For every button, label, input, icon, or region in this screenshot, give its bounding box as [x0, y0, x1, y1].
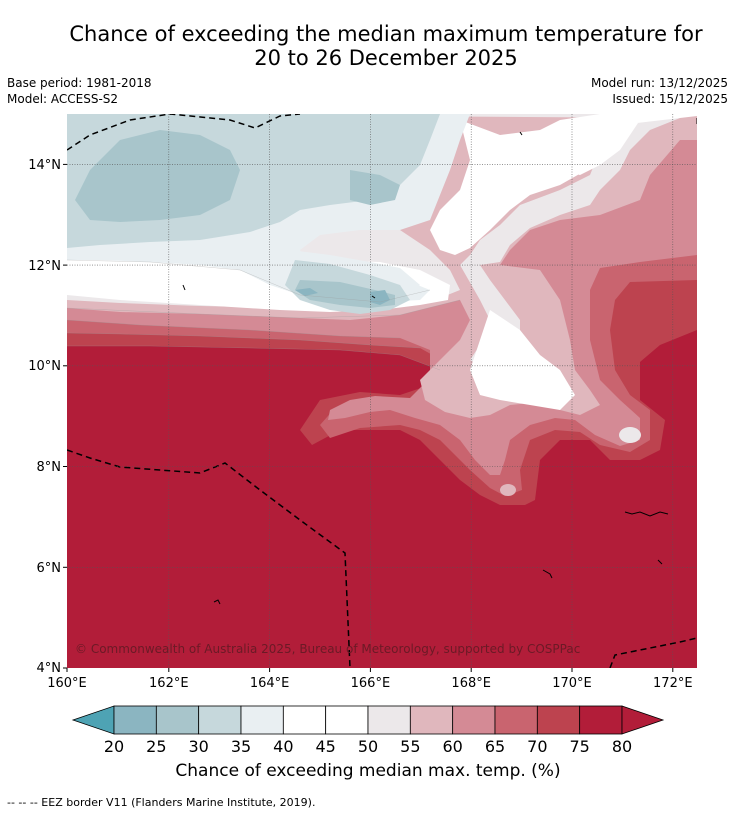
region-35: [75, 130, 400, 308]
colorbar-tick-label: 35: [231, 737, 251, 756]
lat-label: 8°N: [37, 460, 62, 475]
lon-label: 166°E: [351, 676, 391, 691]
colorbar-tick-label: 55: [400, 737, 420, 756]
eez-border: [67, 114, 697, 668]
lat-labels: 14°N 12°N 10°N 8°N 6°N 4°N: [28, 158, 61, 676]
lat-label: 10°N: [28, 359, 61, 374]
footer-note: -- -- -- EEZ border V11 (Flanders Marine…: [7, 796, 316, 809]
model-run: Model run: 13/12/2025: [590, 76, 728, 90]
colorbar-left-arrow: [71, 705, 115, 735]
colorbar-ticks: 20 25 30 35 40 45 50 55 60 65 70 75 80: [104, 737, 632, 756]
base-period: Base period: 1981-2018: [7, 76, 152, 90]
colorbar-tick-label: 40: [273, 737, 293, 756]
colorbar-tick-label: 20: [104, 737, 124, 756]
colorbar-tick-label: 60: [442, 737, 462, 756]
lat-label: 14°N: [28, 158, 61, 173]
lon-label: 170°E: [552, 676, 592, 691]
map-area: © Commonwealth of Australia 2025, Bureau…: [67, 114, 697, 668]
colorbar-tick-label: 25: [146, 737, 166, 756]
colorbar-tick-label: 70: [527, 737, 547, 756]
meta-left: Base period: 1981-2018 Model: ACCESS-S2: [7, 75, 152, 107]
colorbar-cell: [579, 705, 623, 735]
model-name: Model: ACCESS-S2: [7, 92, 119, 106]
colorbar: 20 25 30 35 40 45 50 55 60 65 70 75 80: [71, 705, 665, 756]
lat-label: 4°N: [37, 661, 62, 676]
region-30: [295, 288, 390, 305]
contour-lines: [67, 259, 461, 371]
lon-label: 168°E: [451, 676, 491, 691]
colorbar-tick-label: 50: [358, 737, 378, 756]
colorbar-cell: [240, 705, 284, 735]
colorbar-cell: [198, 705, 242, 735]
colorbar-tick-label: 30: [188, 737, 208, 756]
region-small-spot: [500, 484, 516, 496]
colorbar-cells: [113, 705, 623, 735]
lon-label: 162°E: [149, 676, 189, 691]
title-line-2: 20 to 26 December 2025: [254, 46, 518, 70]
colorbar-cell: [325, 705, 369, 735]
issued-date: Issued: 15/12/2025: [612, 92, 728, 106]
colorbar-cell: [536, 705, 581, 735]
colorbar-cell: [282, 705, 327, 735]
lat-label: 6°N: [37, 561, 62, 576]
colorbar-cell: [367, 705, 411, 735]
chart-title: Chance of exceeding the median maximum t…: [0, 22, 736, 70]
colorbar-tick-label: 45: [315, 737, 335, 756]
lat-label: 12°N: [28, 259, 61, 274]
colorbar-cell: [409, 705, 454, 735]
islands: [182, 118, 697, 605]
meta-right: Model run: 13/12/2025 Issued: 15/12/2025: [591, 75, 728, 107]
graticule: [67, 114, 697, 668]
colorbar-cell: [155, 705, 200, 735]
colorbar-right-arrow: [621, 705, 665, 735]
colorbar-cell: [452, 705, 496, 735]
colorbar-cell: [494, 705, 538, 735]
colorbar-tick-label: 75: [569, 737, 589, 756]
lon-label: 164°E: [250, 676, 290, 691]
title-line-1: Chance of exceeding the median maximum t…: [69, 22, 703, 46]
region-white-spot: [619, 427, 641, 443]
axis-ticks: [63, 163, 674, 672]
lon-label: 172°E: [653, 676, 693, 691]
colorbar-tick-label: 65: [485, 737, 505, 756]
lon-labels: 160°E 162°E 164°E 166°E 168°E 170°E 172°…: [47, 676, 692, 691]
colorbar-cell: [113, 705, 157, 735]
colorbar-label: Chance of exceeding median max. temp. (%…: [175, 761, 561, 781]
copyright-text: © Commonwealth of Australia 2025, Bureau…: [75, 642, 580, 656]
colorbar-tick-label: 80: [612, 737, 632, 756]
lon-label: 160°E: [47, 676, 87, 691]
region-50: [67, 114, 697, 410]
